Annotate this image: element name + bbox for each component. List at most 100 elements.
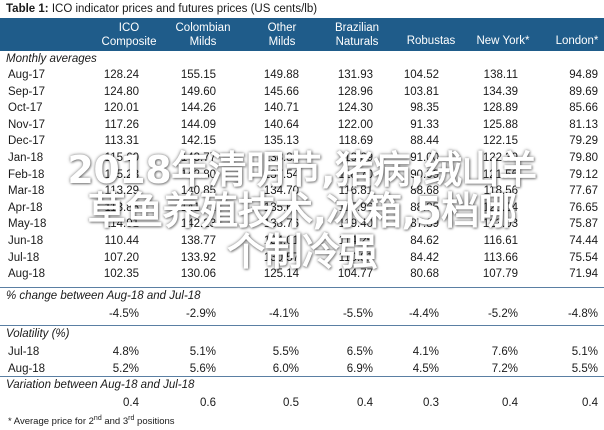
footnote-ordinal: nd <box>93 415 102 422</box>
table-row: Jun-18 110.44 138.77 134.01 114.25 84.62 116.6… <box>0 233 604 249</box>
table-cell: 138.81 <box>263 152 299 164</box>
table-cell: 118.69 <box>338 135 373 148</box>
table-cell: 0.4 <box>357 397 373 409</box>
table-cell: 91.33 <box>410 118 439 131</box>
table-cell: 77.67 <box>569 185 598 198</box>
table-cell: 4.8% <box>112 346 139 358</box>
footnote: * Average price for 2nd and 3rd position… <box>8 412 175 429</box>
table-cell: 130.57 <box>263 251 299 264</box>
table-title-prefix: Table 1: <box>6 3 49 15</box>
table-cell: -2.9% <box>185 308 216 320</box>
table-cell: 143.77 <box>180 152 216 164</box>
table-title: Table 1: ICO indicator prices and future… <box>6 0 317 18</box>
table-cell: 110.44 <box>104 235 139 247</box>
table-cell: -4.4% <box>408 308 439 320</box>
table-title-text: ICO indicator prices and futures prices … <box>51 3 318 15</box>
table-cell: 4.5% <box>412 362 439 375</box>
table-cell: 155.15 <box>180 69 216 81</box>
table-cell: 5.5% <box>272 346 299 358</box>
table-cell: 79.29 <box>569 135 598 148</box>
table-cell: 79.80 <box>569 152 598 164</box>
table-cell: 88.68 <box>410 185 439 198</box>
table-cell: 0.4 <box>502 397 518 409</box>
table-cell: 125.88 <box>482 118 518 131</box>
row-label: May-18 <box>8 218 47 231</box>
row-label: Apr-18 <box>8 201 43 214</box>
column-header-bar: ICO Composite Colombian Milds Other Mild… <box>0 18 604 51</box>
table-cell: 145.66 <box>263 85 299 98</box>
table-cell: 88.44 <box>410 135 439 148</box>
table-cell: 75.54 <box>569 251 598 264</box>
table-cell: 116.61 <box>483 235 518 247</box>
table-cell: 6.5% <box>346 346 373 358</box>
table-cell: 113.66 <box>483 251 518 264</box>
table-cell: 113.86 <box>104 201 139 214</box>
table-cell: 75.87 <box>569 218 598 231</box>
column-header-line2: Naturals <box>335 35 379 48</box>
table-cell: 134.01 <box>263 235 299 247</box>
table-cell: 6.9% <box>346 362 373 375</box>
table-cell: 85.66 <box>569 102 598 115</box>
table-cell: 81.13 <box>569 118 598 131</box>
table-cell: 134.39 <box>482 85 518 98</box>
table-cell: 0.4 <box>582 397 598 409</box>
column-header-line2: Robustas <box>406 35 456 47</box>
table-cell: 4.1% <box>412 346 439 358</box>
table-cell: 123.03 <box>482 218 518 231</box>
row-label: Sep-17 <box>8 85 46 98</box>
table-cell: 122.15 <box>482 135 518 148</box>
table-row: 0.4 0.6 0.5 0.4 0.3 0.4 0.4 <box>0 395 604 411</box>
table-cell: 5.1% <box>571 346 598 358</box>
table-cell: 122.00 <box>337 118 373 131</box>
column-header-ico-composite: ICO Composite <box>96 18 162 51</box>
column-header-line1: ICO <box>118 21 140 34</box>
footnote-number: 2 <box>88 416 94 428</box>
table-cell: 113.29 <box>104 185 139 198</box>
column-header-line1: Other <box>267 21 297 34</box>
table-cell: 119.40 <box>338 218 373 231</box>
table-cell: -4.8% <box>567 308 598 320</box>
table-cell: 0.4 <box>123 397 139 409</box>
table-cell: 128.24 <box>103 69 139 81</box>
table-cell: 140.85 <box>180 185 216 198</box>
table-row: Jul-18 4.8% 5.1% 5.5% 6.5% 4.1% 7.6% 5.1% <box>0 344 604 360</box>
footnote-text: and <box>104 416 121 428</box>
row-label: Jan-18 <box>8 152 44 164</box>
row-label: Aug-18 <box>8 268 46 281</box>
table-cell: 114.25 <box>338 235 373 247</box>
table-cell: 120.01 <box>103 102 139 115</box>
row-label: Nov-17 <box>8 118 46 131</box>
table-cell: 104.52 <box>403 69 439 81</box>
column-header-line2: London* <box>555 35 599 47</box>
footnote-text: * Average price for <box>8 416 86 428</box>
table-cell: 79.12 <box>569 168 598 181</box>
table-cell: 115.28 <box>104 168 139 181</box>
table-cell: 144.26 <box>180 102 216 115</box>
table-cell: 107.79 <box>482 268 518 281</box>
table-cell: 141.12 <box>180 201 216 214</box>
table-cell: 5.5% <box>571 362 598 375</box>
table-cell: 149.88 <box>263 69 299 81</box>
table-row: Aug-18 102.35 130.06 125.14 104.77 80.68 107.7… <box>0 266 604 282</box>
table-row: Jul-18 107.20 133.92 130.57 110.91 84.42 113.6… <box>0 250 604 266</box>
table-cell: 149.60 <box>180 85 216 98</box>
table-cell: 119.69 <box>338 152 373 164</box>
table-row: Jan-18 115.60 143.77 138.81 119.69 91.00 122.3… <box>0 150 604 166</box>
table-row: Dec-17 113.31 142.15 135.13 118.69 88.44 122.1… <box>0 133 604 149</box>
table-cell: 89.69 <box>569 85 598 98</box>
table-cell: 128.89 <box>482 102 518 115</box>
row-label: Oct-17 <box>8 102 43 115</box>
table-cell: 90.99 <box>410 168 439 181</box>
table-cell: 144.09 <box>180 118 216 131</box>
table-cell: 140.64 <box>263 118 299 131</box>
table-cell: 84.42 <box>410 251 439 264</box>
table-cell: 118.70 <box>338 168 373 181</box>
table-cell: 117.26 <box>104 118 139 131</box>
table-cell: 137.54 <box>263 168 299 181</box>
table-cell: 88.35 <box>410 201 439 214</box>
table-cell: -5.2% <box>487 308 518 320</box>
section-percent-change: % change between Aug-18 and Jul-18 <box>6 290 201 302</box>
table-cell: 116.81 <box>338 185 373 198</box>
footnote-ordinal: rd <box>128 415 135 422</box>
